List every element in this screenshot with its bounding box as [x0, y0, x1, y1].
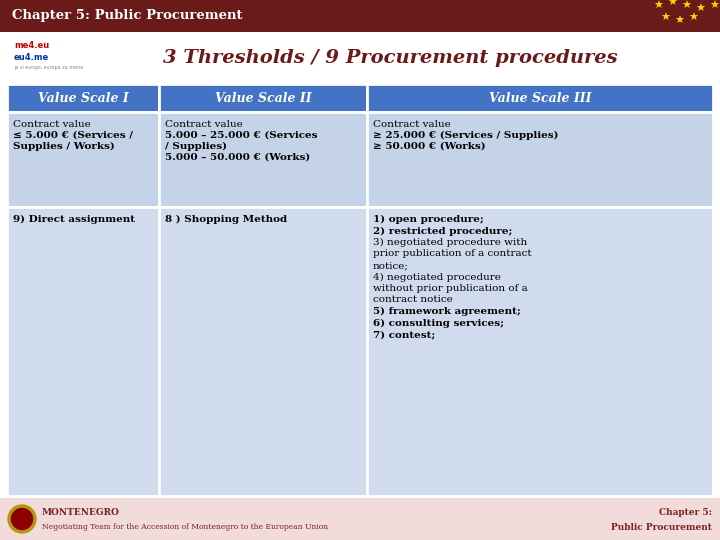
- Text: notice;: notice;: [373, 261, 409, 270]
- Text: / Supplies): / Supplies): [165, 142, 227, 151]
- Text: ★: ★: [667, 0, 677, 8]
- Bar: [367, 112, 713, 207]
- Bar: [159, 207, 367, 496]
- Text: Negotiating Team for the Accession of Montenegro to the European Union: Negotiating Team for the Accession of Mo…: [42, 523, 328, 531]
- Text: ★: ★: [653, 1, 663, 11]
- Bar: [7, 207, 159, 496]
- Text: contract notice: contract notice: [373, 295, 453, 305]
- Text: without prior publication of a: without prior publication of a: [373, 284, 528, 293]
- Text: ≥ 50.000 € (Works): ≥ 50.000 € (Works): [373, 142, 486, 151]
- Bar: [7, 112, 159, 207]
- Text: 7) contest;: 7) contest;: [373, 330, 436, 339]
- Bar: [0, 0, 720, 32]
- Circle shape: [8, 505, 36, 533]
- Text: 3 Thresholds / 9 Procurement procedures: 3 Thresholds / 9 Procurement procedures: [163, 49, 617, 67]
- Text: ★: ★: [681, 1, 691, 11]
- Bar: [367, 207, 713, 496]
- Text: ★: ★: [660, 13, 670, 23]
- Bar: [367, 84, 713, 112]
- Text: Chapter 5:: Chapter 5:: [659, 508, 712, 517]
- Text: Public Procurement: Public Procurement: [611, 523, 712, 532]
- Text: ★: ★: [709, 1, 719, 11]
- Text: 2) restricted procedure;: 2) restricted procedure;: [373, 226, 513, 235]
- Bar: [159, 112, 367, 207]
- Text: ≤ 5.000 € (Services /: ≤ 5.000 € (Services /: [13, 131, 133, 140]
- Text: prior publication of a contract: prior publication of a contract: [373, 249, 531, 259]
- Text: Contract value: Contract value: [165, 120, 243, 129]
- Text: 8 ) Shopping Method: 8 ) Shopping Method: [165, 215, 287, 224]
- Text: Supplies / Works): Supplies / Works): [13, 142, 114, 151]
- Text: MONTENEGRO: MONTENEGRO: [42, 508, 120, 517]
- Text: 6) consulting services;: 6) consulting services;: [373, 319, 504, 328]
- Text: ja si evropi, evropa za mene: ja si evropi, evropa za mene: [14, 65, 84, 71]
- Circle shape: [12, 509, 32, 530]
- Text: Value Scale I: Value Scale I: [37, 91, 128, 105]
- Text: 5.000 – 25.000 € (Services: 5.000 – 25.000 € (Services: [165, 131, 318, 140]
- Text: Value Scale II: Value Scale II: [215, 91, 311, 105]
- Text: ≥ 25.000 € (Services / Supplies): ≥ 25.000 € (Services / Supplies): [373, 131, 559, 140]
- Text: me4.eu: me4.eu: [14, 42, 49, 51]
- Text: ★: ★: [688, 13, 698, 23]
- Text: 5.000 – 50.000 € (Works): 5.000 – 50.000 € (Works): [165, 153, 310, 162]
- Text: 4) negotiated procedure: 4) negotiated procedure: [373, 273, 501, 282]
- Text: 9) Direct assignment: 9) Direct assignment: [13, 215, 135, 224]
- Text: ★: ★: [695, 4, 705, 14]
- Bar: [7, 84, 159, 112]
- Text: ★: ★: [674, 16, 684, 26]
- Text: eu4.me: eu4.me: [14, 53, 49, 63]
- Text: Value Scale III: Value Scale III: [489, 91, 591, 105]
- Text: 3) negotiated procedure with: 3) negotiated procedure with: [373, 238, 527, 247]
- Text: 1) open procedure;: 1) open procedure;: [373, 215, 484, 224]
- Text: Contract value: Contract value: [13, 120, 91, 129]
- Text: 5) framework agreement;: 5) framework agreement;: [373, 307, 521, 316]
- Text: Contract value: Contract value: [373, 120, 451, 129]
- Bar: [0, 498, 720, 540]
- Text: Chapter 5: Public Procurement: Chapter 5: Public Procurement: [12, 10, 243, 23]
- Bar: [159, 84, 367, 112]
